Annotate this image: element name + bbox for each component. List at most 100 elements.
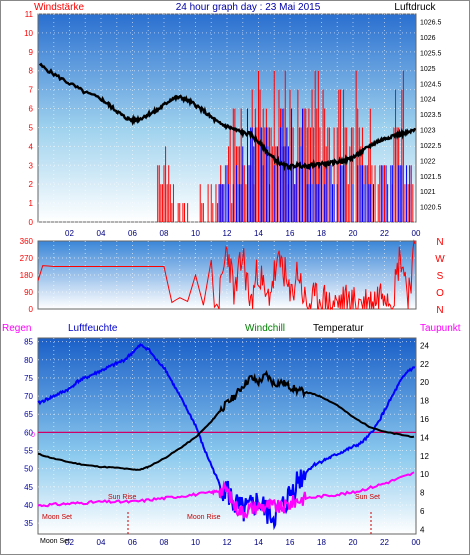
right-tick-label: 22: [420, 360, 429, 369]
x-tick-label: 14: [254, 229, 263, 238]
right-tick-label: 1022.5: [420, 143, 442, 150]
right-tick-label: 20: [420, 378, 429, 387]
x-tick-label: 12: [223, 229, 232, 238]
event-moon-rise: Moon Rise: [187, 514, 221, 521]
event-sun-rise: Sun Rise: [108, 494, 137, 501]
label-temperatur: Temperatur: [313, 323, 364, 334]
x-tick-label: 08: [160, 538, 169, 547]
left-tick-label: 55: [24, 447, 33, 456]
left-tick-label: 60: [24, 428, 33, 437]
left-tick-label: 3: [29, 161, 34, 170]
left-tick-label: 85: [24, 338, 33, 347]
right-tick-label: 1020.5: [420, 205, 442, 212]
event-sun-set: Sun Set: [355, 494, 380, 501]
x-tick-label: 04: [97, 229, 106, 238]
x-tick-label: 22: [380, 538, 389, 547]
right-tick-label: 1026.5: [420, 20, 442, 27]
label-regen: Regen: [2, 323, 31, 334]
right-tick-label: 1024.5: [420, 81, 442, 88]
x-tick-label: 00: [412, 538, 421, 547]
left-tick-label: 10: [24, 29, 33, 38]
right-tick-label: 1021.5: [420, 174, 442, 181]
right-tick-label: 4: [420, 525, 425, 534]
panel1-left-axis: 0 1 2 3 4 5 6 7 8 9 10 11: [24, 10, 33, 227]
right-tick-label: 18: [420, 397, 429, 406]
right-tick-label: 6: [420, 507, 425, 516]
panel2-left-axis: 0 90 180 270 360: [20, 237, 34, 314]
compass-label: N: [436, 305, 443, 316]
x-tick-label: 02: [65, 229, 74, 238]
label-luftfeuchte: Luftfeuchte: [68, 323, 118, 334]
left-tick-label: 80: [24, 356, 33, 365]
x-tick-label: 14: [254, 538, 263, 547]
x-tick-label: 18: [317, 538, 326, 547]
left-tick-label: 8: [29, 67, 34, 76]
left-tick-label: 2: [29, 180, 34, 189]
right-tick-label: 16: [420, 415, 429, 424]
label-taupunkt: Taupunkt: [420, 323, 461, 334]
panel1-x-axis: 02 04 06 08 10 12 14 16 18 20 22 00: [65, 229, 421, 238]
x-tick-label: 16: [286, 229, 295, 238]
x-tick-label: 06: [128, 229, 137, 238]
left-tick-label: 11: [25, 10, 34, 19]
right-tick-label: 1024: [420, 97, 436, 104]
left-tick-label: 1: [29, 199, 34, 208]
x-tick-label: 04: [97, 538, 106, 547]
series-line: [37, 370, 415, 471]
panel3-left-axis: 35 40 45 50 55 60 65 70 75 80 85: [24, 338, 33, 528]
series-line: [37, 343, 416, 531]
x-tick-label: 10: [191, 229, 200, 238]
left-tick-label: 70: [24, 392, 33, 401]
header-title: 24 hour graph day : 23 Mai 2015: [176, 2, 321, 13]
right-tick-label: 1025: [420, 66, 436, 73]
x-tick-label: 22: [380, 229, 389, 238]
left-tick-label: 270: [20, 254, 34, 263]
left-tick-label: 180: [20, 271, 34, 280]
x-tick-label: 16: [286, 538, 295, 547]
right-tick-label: 1022: [420, 158, 436, 165]
right-tick-label: 8: [420, 489, 425, 498]
event-moon-set-left: Moon Set: [42, 514, 72, 521]
left-tick-label: 65: [24, 410, 33, 419]
x-tick-label: 10: [191, 538, 200, 547]
left-tick-label: 75: [24, 374, 33, 383]
left-tick-label: 7: [29, 86, 34, 95]
panel1-right-axis: 1020.5 1021 1021.5 1022 1022.5 1023 1023.5 1024…: [420, 20, 442, 212]
panel3-grid: [38, 338, 416, 534]
left-tick-label: 0: [29, 218, 34, 227]
compass-label: S: [437, 271, 444, 282]
right-tick-label: 12: [420, 452, 429, 461]
panel1-pressure-line: [38, 62, 417, 172]
panel3-lines: [37, 343, 416, 531]
pressure-line: [38, 62, 417, 172]
right-tick-label: 14: [420, 433, 429, 442]
left-tick-label: 50: [24, 465, 33, 474]
direction-line: [37, 239, 416, 311]
compass-label: N: [436, 237, 443, 248]
right-tick-label: 10: [420, 470, 429, 479]
x-tick-label: 20: [349, 538, 358, 547]
left-tick-label: 0: [29, 305, 34, 314]
left-tick-label: 5: [29, 123, 34, 132]
left-tick-label: 40: [24, 501, 33, 510]
x-tick-label: 18: [317, 229, 326, 238]
x-tick-label: 02: [65, 538, 74, 547]
header-right: Luftdruck: [394, 2, 436, 13]
right-tick-label: 1023.5: [420, 112, 442, 119]
zero-marker: 0: [31, 432, 35, 439]
x-tick-label: 08: [160, 229, 169, 238]
label-windchill: Windchill: [245, 323, 285, 334]
panel2-direction-line: [37, 239, 416, 311]
right-tick-label: 1023: [420, 128, 436, 135]
right-tick-label: 1021: [420, 189, 436, 196]
x-tick-label: 00: [412, 229, 421, 238]
left-tick-label: 90: [24, 288, 33, 297]
compass-label: W: [435, 254, 445, 265]
left-tick-label: 360: [20, 237, 34, 246]
left-tick-label: 6: [29, 105, 34, 114]
left-tick-label: 35: [24, 519, 33, 528]
compass-label: O: [436, 288, 444, 299]
x-tick-label: 20: [349, 229, 358, 238]
